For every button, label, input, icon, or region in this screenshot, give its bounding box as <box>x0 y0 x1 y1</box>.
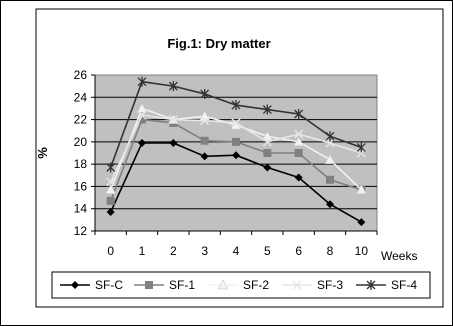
data-point <box>106 208 115 217</box>
y-tick-label: 14 <box>74 202 88 216</box>
x-tick-label: 8 <box>327 244 334 258</box>
legend-label: SF-3 <box>317 278 343 292</box>
y-tick-label: 22 <box>74 113 88 127</box>
data-point <box>355 184 367 195</box>
series-layer <box>105 76 367 227</box>
data-point <box>294 149 303 157</box>
legend-label: SF-1 <box>169 278 195 292</box>
x-tick-label: 4 <box>233 244 240 258</box>
x-tick-label: 1 <box>139 244 146 258</box>
legend-label: SF-4 <box>391 278 417 292</box>
data-point <box>263 163 272 172</box>
data-point <box>326 175 334 184</box>
y-tick-label: 16 <box>74 179 88 193</box>
data-point <box>261 130 273 141</box>
data-point <box>357 218 366 227</box>
y-axis-label: % <box>35 147 50 159</box>
data-point <box>325 131 335 142</box>
x-axis-ticks: 0 1 2 3 4 5 6 8 10 <box>94 231 378 258</box>
data-point <box>356 142 366 153</box>
x-axis-label: Weeks <box>381 249 417 263</box>
x-tick-label: 6 <box>295 244 302 258</box>
data-point <box>137 110 147 120</box>
y-tick-label: 26 <box>74 68 88 82</box>
x-tick-label: 0 <box>107 244 114 258</box>
legend-item-sf-2: SF-2 <box>208 278 269 292</box>
data-point <box>200 152 209 161</box>
data-point <box>105 184 117 195</box>
series-sf-c <box>106 138 366 227</box>
data-point <box>262 137 272 147</box>
data-point <box>232 151 240 160</box>
data-point <box>293 136 305 147</box>
data-point <box>169 138 178 147</box>
legend-marker <box>71 281 79 289</box>
legend-item-sf-4: SF-4 <box>356 278 417 292</box>
legend-marker <box>145 281 153 289</box>
data-point <box>232 137 240 146</box>
data-point <box>138 115 146 124</box>
data-point <box>294 173 303 182</box>
x-tick-label: 10 <box>355 244 369 258</box>
x-tick-label: 3 <box>201 244 208 258</box>
data-point <box>325 138 335 148</box>
data-point <box>231 100 241 111</box>
data-point <box>263 149 272 157</box>
legend-item-sf-1: SF-1 <box>134 278 195 292</box>
data-point <box>200 116 210 126</box>
legend-item-sf-3: SF-3 <box>282 278 343 292</box>
data-point <box>168 81 178 92</box>
x-tick-label: 2 <box>170 244 177 258</box>
data-point <box>136 102 148 113</box>
legend-label: SF-C <box>95 278 123 292</box>
data-point <box>231 118 241 128</box>
data-point <box>262 104 272 115</box>
chart-title: Fig.1: Dry matter <box>167 36 270 51</box>
data-point <box>200 88 210 99</box>
data-point <box>200 136 209 145</box>
data-point <box>326 200 334 209</box>
y-tick-label: 12 <box>74 224 88 238</box>
data-point <box>294 129 304 139</box>
data-point <box>324 154 336 164</box>
legend-marker <box>366 280 376 290</box>
legend: SF-C SF-1 SF-2 SF-3 SF-4 <box>60 278 417 292</box>
legend-label: SF-2 <box>243 278 269 292</box>
data-point <box>294 109 304 119</box>
legend-marker <box>292 280 302 290</box>
series-sf-3 <box>106 110 366 187</box>
data-point <box>106 177 116 187</box>
series-sf-2 <box>105 102 367 195</box>
y-tick-label: 18 <box>74 157 88 171</box>
x-tick-label: 5 <box>264 244 271 258</box>
y-tick-label: 24 <box>74 90 88 104</box>
data-point <box>168 115 178 125</box>
y-tick-label: 20 <box>74 135 88 149</box>
data-point <box>106 196 115 205</box>
y-axis-ticks: 12 14 16 18 20 22 24 26 <box>74 68 377 238</box>
data-point <box>106 162 116 173</box>
data-point <box>138 138 146 147</box>
legend-item-sf-c: SF-C <box>60 278 123 292</box>
series-sf-4 <box>106 76 366 173</box>
legend-marker <box>217 279 229 290</box>
data-point <box>137 76 147 87</box>
